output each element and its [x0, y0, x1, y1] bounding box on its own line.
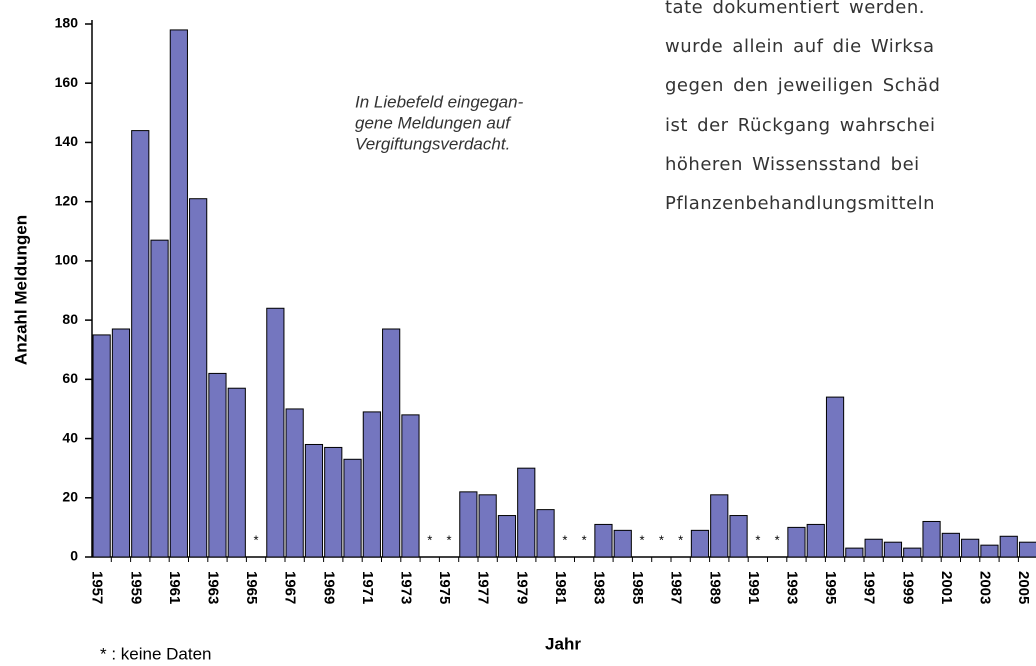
bar: [729, 515, 748, 558]
x-tick-label: 1995: [822, 571, 839, 604]
bar: [497, 515, 517, 558]
x-tick-label: 1977: [475, 571, 492, 604]
x-tick-label: 2001: [938, 571, 955, 604]
bar: [131, 130, 150, 558]
x-tick-label: 1987: [668, 571, 685, 604]
x-tick-label: 1969: [320, 571, 337, 604]
x-tick-label: 1979: [513, 571, 530, 604]
bar: [343, 458, 362, 558]
x-tick-label: 1967: [282, 571, 299, 604]
bar: [941, 532, 960, 558]
x-tick-label: 1999: [899, 571, 916, 604]
side-text: tate dokumentiert werden. wurde allein a…: [665, 0, 1036, 223]
x-tick-label: 1997: [861, 571, 878, 604]
bar: [362, 411, 381, 558]
bar: [787, 526, 806, 558]
annotation: gene Meldungen auf: [355, 113, 512, 132]
text-line: höheren Wissensstand bei: [665, 153, 920, 175]
missing-marker: *: [427, 532, 432, 547]
bar: [961, 538, 980, 558]
missing-marker: *: [755, 532, 760, 547]
bar: [806, 523, 825, 558]
text-line: wurde allein auf die Wirksa: [665, 36, 935, 58]
y-tick-label: 120: [55, 192, 79, 208]
bar: [111, 328, 131, 558]
y-tick-label: 100: [55, 252, 79, 268]
x-tick-label: 1959: [127, 571, 144, 604]
missing-marker: *: [582, 532, 587, 547]
y-tick-label: 60: [62, 370, 78, 386]
bar: [883, 541, 903, 558]
x-tick-label: 1971: [359, 571, 376, 604]
x-tick-label: 1975: [436, 571, 453, 604]
text-line: tate dokumentiert werden.: [665, 0, 925, 18]
text-line: gegen den jeweiligen Schäd: [665, 75, 941, 97]
footnote: * : keine Daten: [100, 644, 212, 663]
bar: [845, 547, 864, 558]
bar: [594, 523, 613, 558]
bar: [324, 446, 343, 558]
bar: [189, 198, 208, 558]
text-line: ist der Rückgang wahrschei: [665, 114, 936, 136]
bar: [864, 538, 883, 558]
bar: [536, 509, 555, 558]
bar: [903, 547, 922, 558]
x-tick-label: 2003: [976, 571, 993, 604]
bar: [690, 529, 710, 558]
bar: [382, 328, 401, 558]
y-tick-label: 180: [55, 15, 79, 31]
bar: [999, 535, 1018, 558]
x-tick-label: 2005: [1015, 571, 1032, 604]
bar: [1018, 541, 1036, 558]
x-tick-label: 1991: [745, 571, 762, 604]
x-axis-label: Jahr: [545, 634, 581, 653]
x-tick-label: 1985: [629, 571, 646, 604]
bar: [710, 494, 729, 558]
x-tick-label: 1993: [783, 571, 800, 604]
x-tick-label: 1965: [243, 571, 260, 604]
missing-marker: *: [447, 532, 452, 547]
missing-marker: *: [678, 532, 683, 547]
bar: [227, 387, 246, 558]
bar: [922, 520, 941, 558]
bar: [266, 307, 285, 558]
x-tick-label: 1963: [204, 571, 221, 604]
missing-marker: *: [659, 532, 664, 547]
bar: [92, 334, 111, 558]
y-axis-label: Anzahl Meldungen: [11, 215, 30, 365]
bar: [825, 396, 845, 558]
bar: [304, 443, 324, 558]
x-tick-label: 1957: [89, 571, 106, 604]
y-tick-label: 140: [55, 133, 79, 149]
bar: [478, 494, 497, 558]
y-tick-label: 0: [70, 548, 78, 564]
missing-marker: *: [640, 532, 645, 547]
x-tick-label: 1973: [397, 571, 414, 604]
bar: [613, 529, 632, 558]
missing-marker: *: [562, 532, 567, 547]
bar: [517, 467, 536, 558]
y-tick-label: 40: [62, 429, 78, 445]
x-tick-label: 1961: [166, 571, 183, 604]
bar: [169, 29, 188, 558]
missing-marker: *: [254, 532, 259, 547]
annotation: Vergiftungsverdacht.: [355, 134, 510, 153]
bar: [401, 414, 420, 558]
annotation: In Liebefeld eingegan-: [355, 92, 524, 111]
bar: [459, 491, 478, 558]
x-tick-label: 1981: [552, 571, 569, 604]
y-tick-label: 160: [55, 74, 79, 90]
bar: [285, 408, 304, 558]
y-tick-label: 20: [62, 488, 78, 504]
missing-marker: *: [775, 532, 780, 547]
bar: [150, 239, 169, 558]
x-tick-label: 1983: [590, 571, 607, 604]
y-tick-label: 80: [62, 311, 78, 327]
bar: [980, 544, 999, 558]
bar: [208, 372, 227, 558]
x-tick-label: 1989: [706, 571, 723, 604]
text-line: Pflanzenbehandlungsmitteln: [665, 192, 936, 214]
